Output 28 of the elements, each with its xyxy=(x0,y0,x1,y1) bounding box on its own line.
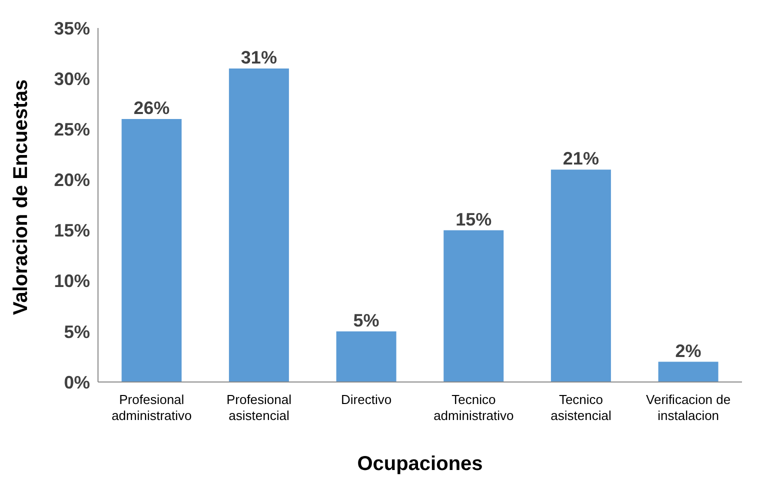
bar xyxy=(444,230,504,382)
x-tick-label: Tecnico administrativo xyxy=(434,392,514,423)
bar xyxy=(122,119,182,382)
y-tick-label: 0% xyxy=(64,372,90,392)
y-tick-label: 30% xyxy=(54,68,90,89)
y-tick-label: 15% xyxy=(54,220,90,241)
bar xyxy=(336,331,396,382)
y-tick-label: 25% xyxy=(54,120,90,140)
bar xyxy=(228,68,289,382)
x-axis-title: Ocupaciones xyxy=(357,453,483,475)
x-tick-label: Tecnico asistencial xyxy=(550,392,612,423)
y-tick-label: 20% xyxy=(54,170,90,190)
bar xyxy=(658,362,718,382)
y-tick-label: 10% xyxy=(54,271,90,292)
y-axis-title: Valoracion de Encuestas xyxy=(10,79,32,315)
x-tick-label: Profesional asistencial xyxy=(226,392,292,423)
y-tick-label: 35% xyxy=(54,18,90,38)
data-label: 21% xyxy=(562,148,599,169)
x-tick-label: Profesional administrativo xyxy=(112,392,192,423)
data-label: 15% xyxy=(456,209,492,230)
x-tick-label: Directivo xyxy=(341,392,392,407)
data-label: 26% xyxy=(134,98,170,118)
data-label: 31% xyxy=(240,47,277,68)
y-tick-label: 5% xyxy=(64,322,90,342)
data-label: 2% xyxy=(675,340,702,361)
data-label: 5% xyxy=(353,310,380,330)
bar xyxy=(550,170,611,382)
x-tick-label: Verificacion de instalacion xyxy=(646,392,731,423)
